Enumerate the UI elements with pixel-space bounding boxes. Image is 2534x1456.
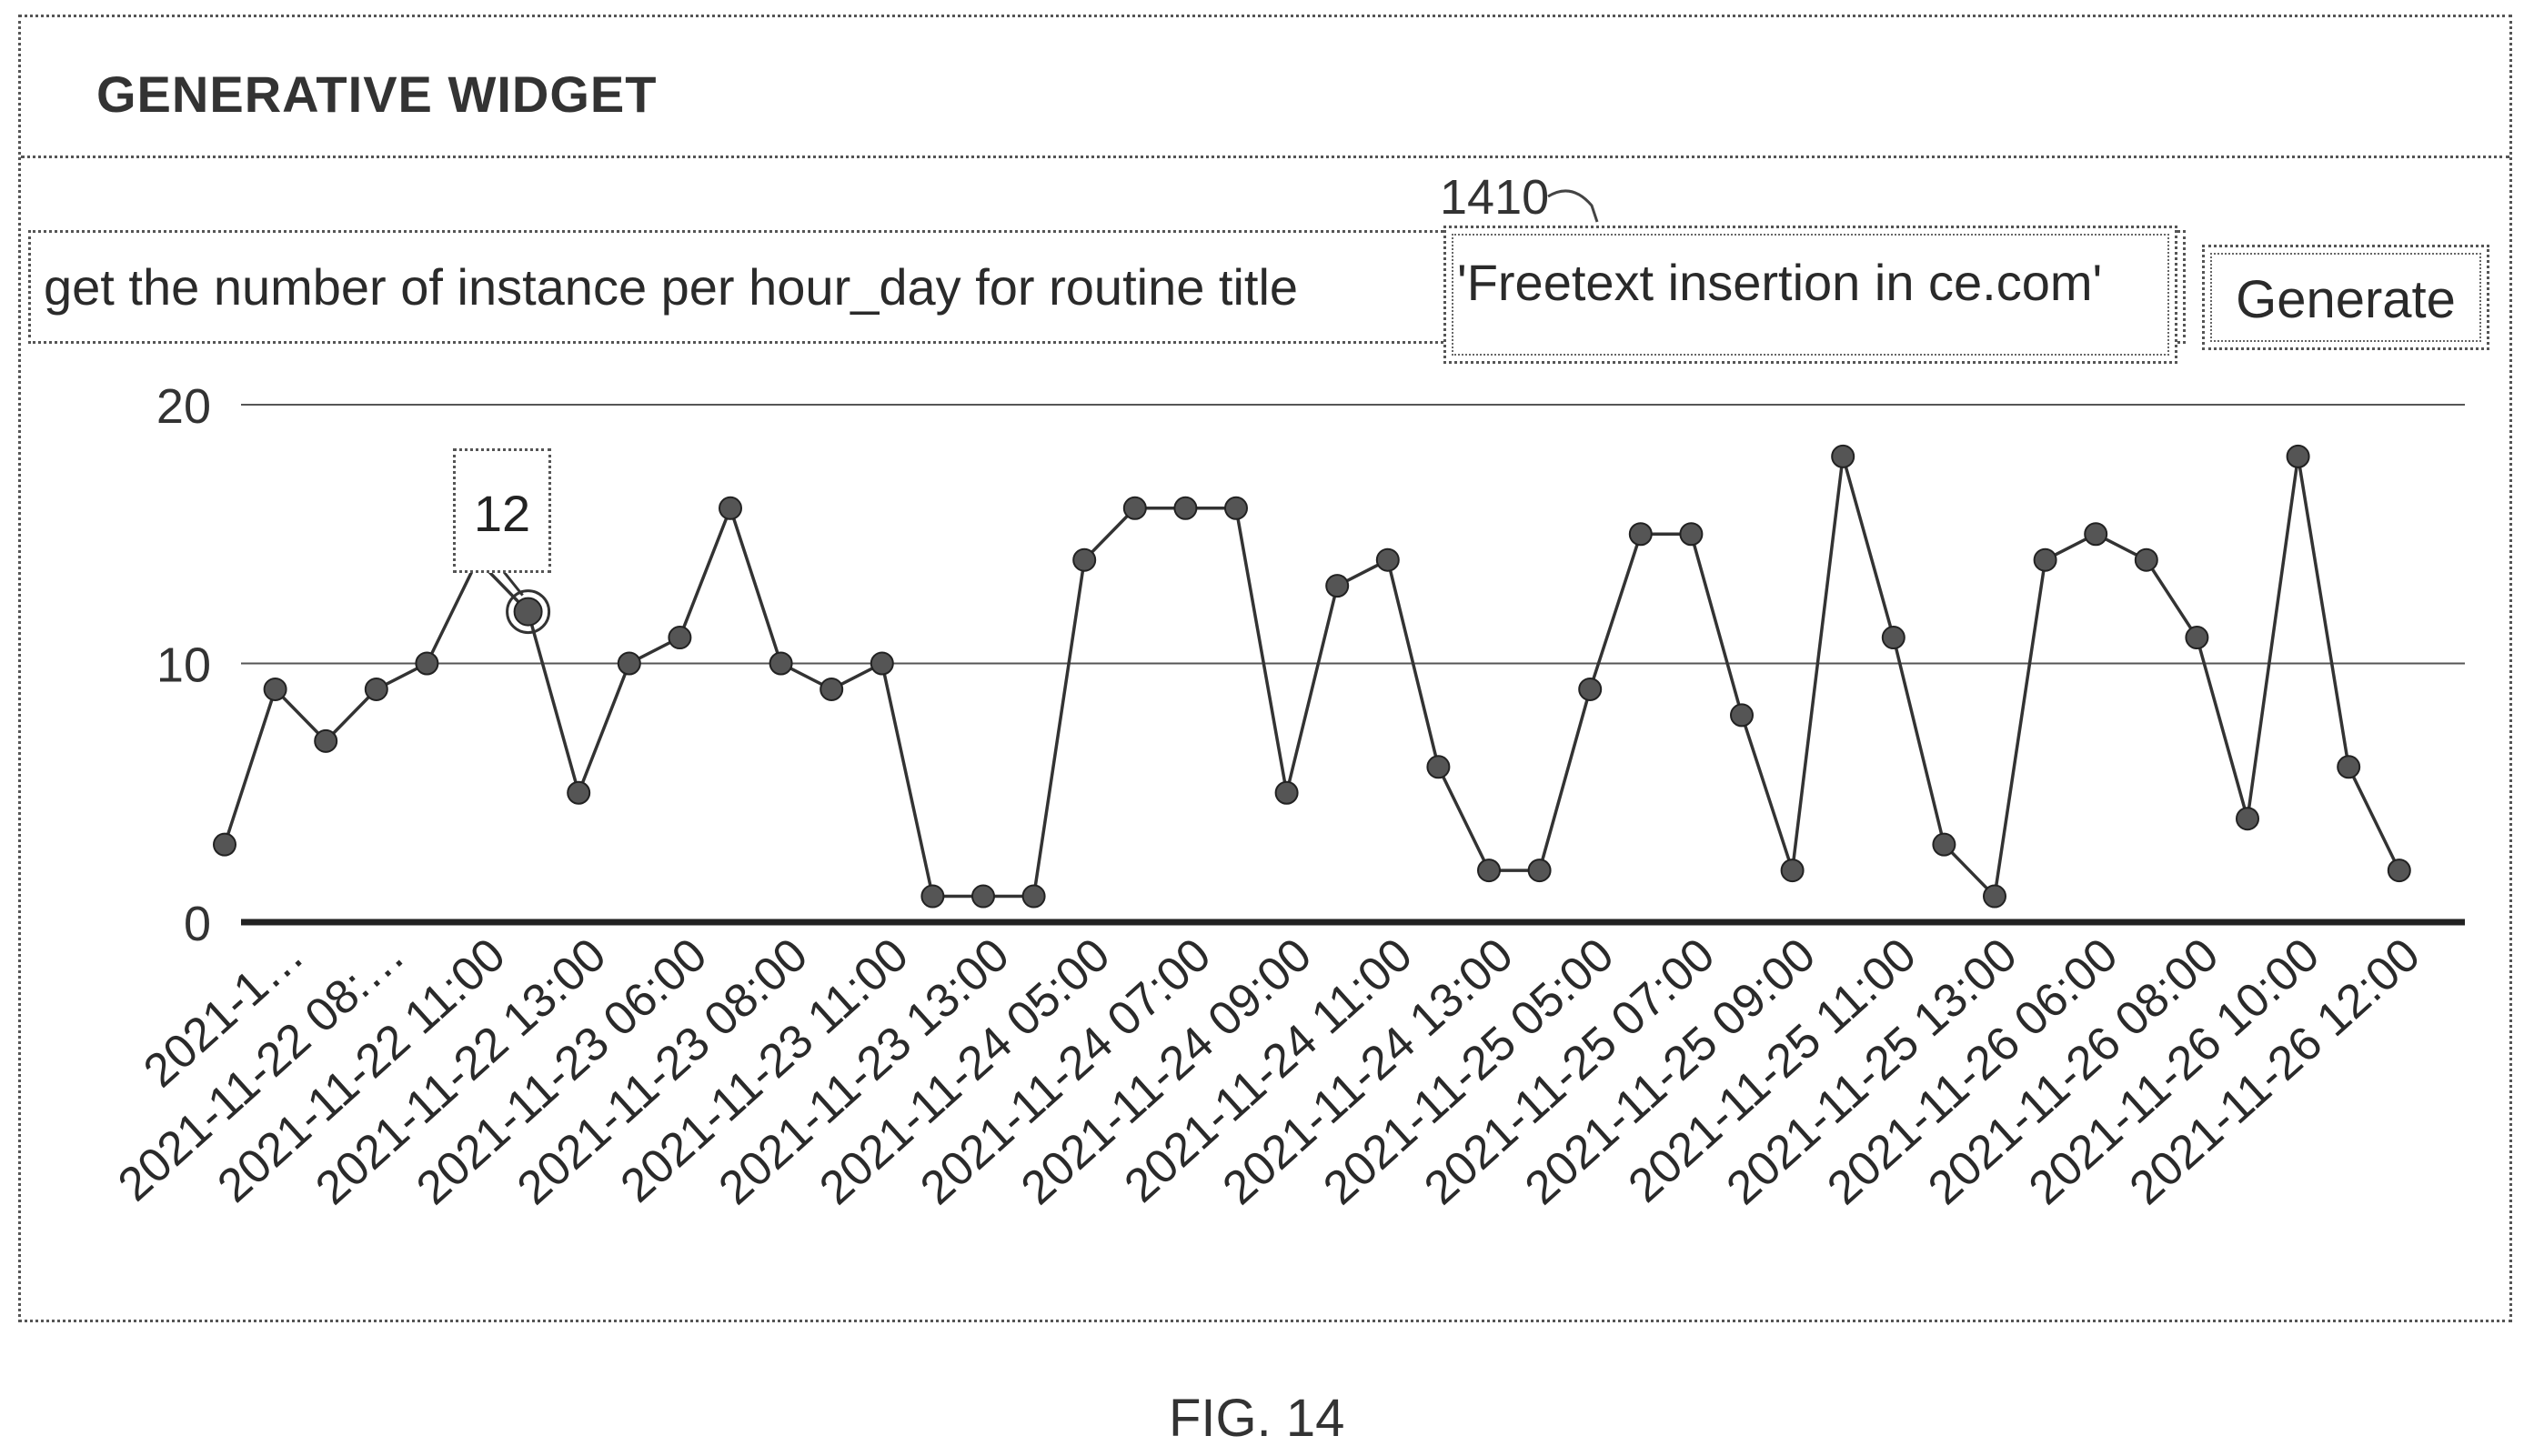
generate-button-label: Generate xyxy=(2236,270,2456,329)
generate-button-inner xyxy=(2210,253,2481,342)
data-tooltip: 12 xyxy=(453,448,551,573)
data-point xyxy=(1983,884,2006,909)
data-point xyxy=(719,496,742,520)
data-point xyxy=(2387,859,2411,883)
data-point xyxy=(1780,859,1805,883)
data-point xyxy=(1628,522,1653,547)
data-point xyxy=(668,626,692,650)
data-point xyxy=(2134,547,2158,572)
data-point xyxy=(617,651,641,676)
data-point xyxy=(1426,755,1451,779)
data-point xyxy=(314,728,338,753)
data-point xyxy=(1325,574,1350,598)
data-point xyxy=(2185,626,2209,650)
data-point xyxy=(1274,780,1299,805)
data-point xyxy=(2337,755,2361,779)
figure-caption: FIG. 14 xyxy=(1169,1389,1345,1448)
data-point xyxy=(1527,859,1552,883)
generative-widget: GENERATIVE WIDGET xyxy=(18,15,2512,1322)
data-point xyxy=(364,677,388,701)
data-point xyxy=(870,651,894,676)
widget-title: GENERATIVE WIDGET xyxy=(96,65,658,123)
data-point xyxy=(1375,547,1400,572)
data-point xyxy=(971,884,995,909)
reference-numeral: 1410 xyxy=(1440,170,1550,225)
y-tick-label: 10 xyxy=(156,638,211,693)
data-point xyxy=(1477,859,1501,883)
data-point xyxy=(1122,496,1147,520)
data-point xyxy=(1224,496,1248,520)
data-point xyxy=(920,884,945,909)
query-highlight-text: 'Freetext insertion in ce.com' xyxy=(1457,254,2103,311)
data-point xyxy=(1730,703,1754,728)
query-input[interactable]: get the number of instance per hour_day … xyxy=(28,230,2186,344)
y-tick-label: 0 xyxy=(184,897,211,951)
data-point xyxy=(213,832,236,857)
generate-button[interactable]: Generate xyxy=(2202,245,2489,350)
query-highlight-inner xyxy=(1452,234,2169,356)
data-point xyxy=(1072,547,1097,572)
data-point xyxy=(1578,677,1603,701)
data-point xyxy=(820,677,844,701)
reference-leader-line xyxy=(1547,189,1599,223)
data-point xyxy=(1173,496,1198,520)
data-point xyxy=(769,651,793,676)
widget-header: GENERATIVE WIDGET xyxy=(21,17,2509,158)
query-text: get the number of instance per hour_day … xyxy=(44,258,1299,316)
tooltip-value: 12 xyxy=(473,485,531,542)
data-point xyxy=(415,651,439,676)
data-point xyxy=(1021,884,1046,909)
data-point xyxy=(1831,444,1855,468)
series-line xyxy=(223,456,2401,900)
y-tick-label: 20 xyxy=(156,379,211,434)
data-point xyxy=(2236,807,2259,831)
data-point xyxy=(567,780,591,805)
data-point xyxy=(1932,832,1956,857)
data-point xyxy=(2084,522,2108,547)
data-point xyxy=(2286,444,2310,468)
data-point xyxy=(263,677,287,701)
data-point xyxy=(1679,522,1704,547)
data-point xyxy=(513,597,543,627)
data-point xyxy=(1881,626,1906,650)
data-point xyxy=(2033,547,2057,572)
query-highlight-box: 'Freetext insertion in ce.com' xyxy=(1443,226,2177,364)
highlight-ring xyxy=(506,589,551,635)
